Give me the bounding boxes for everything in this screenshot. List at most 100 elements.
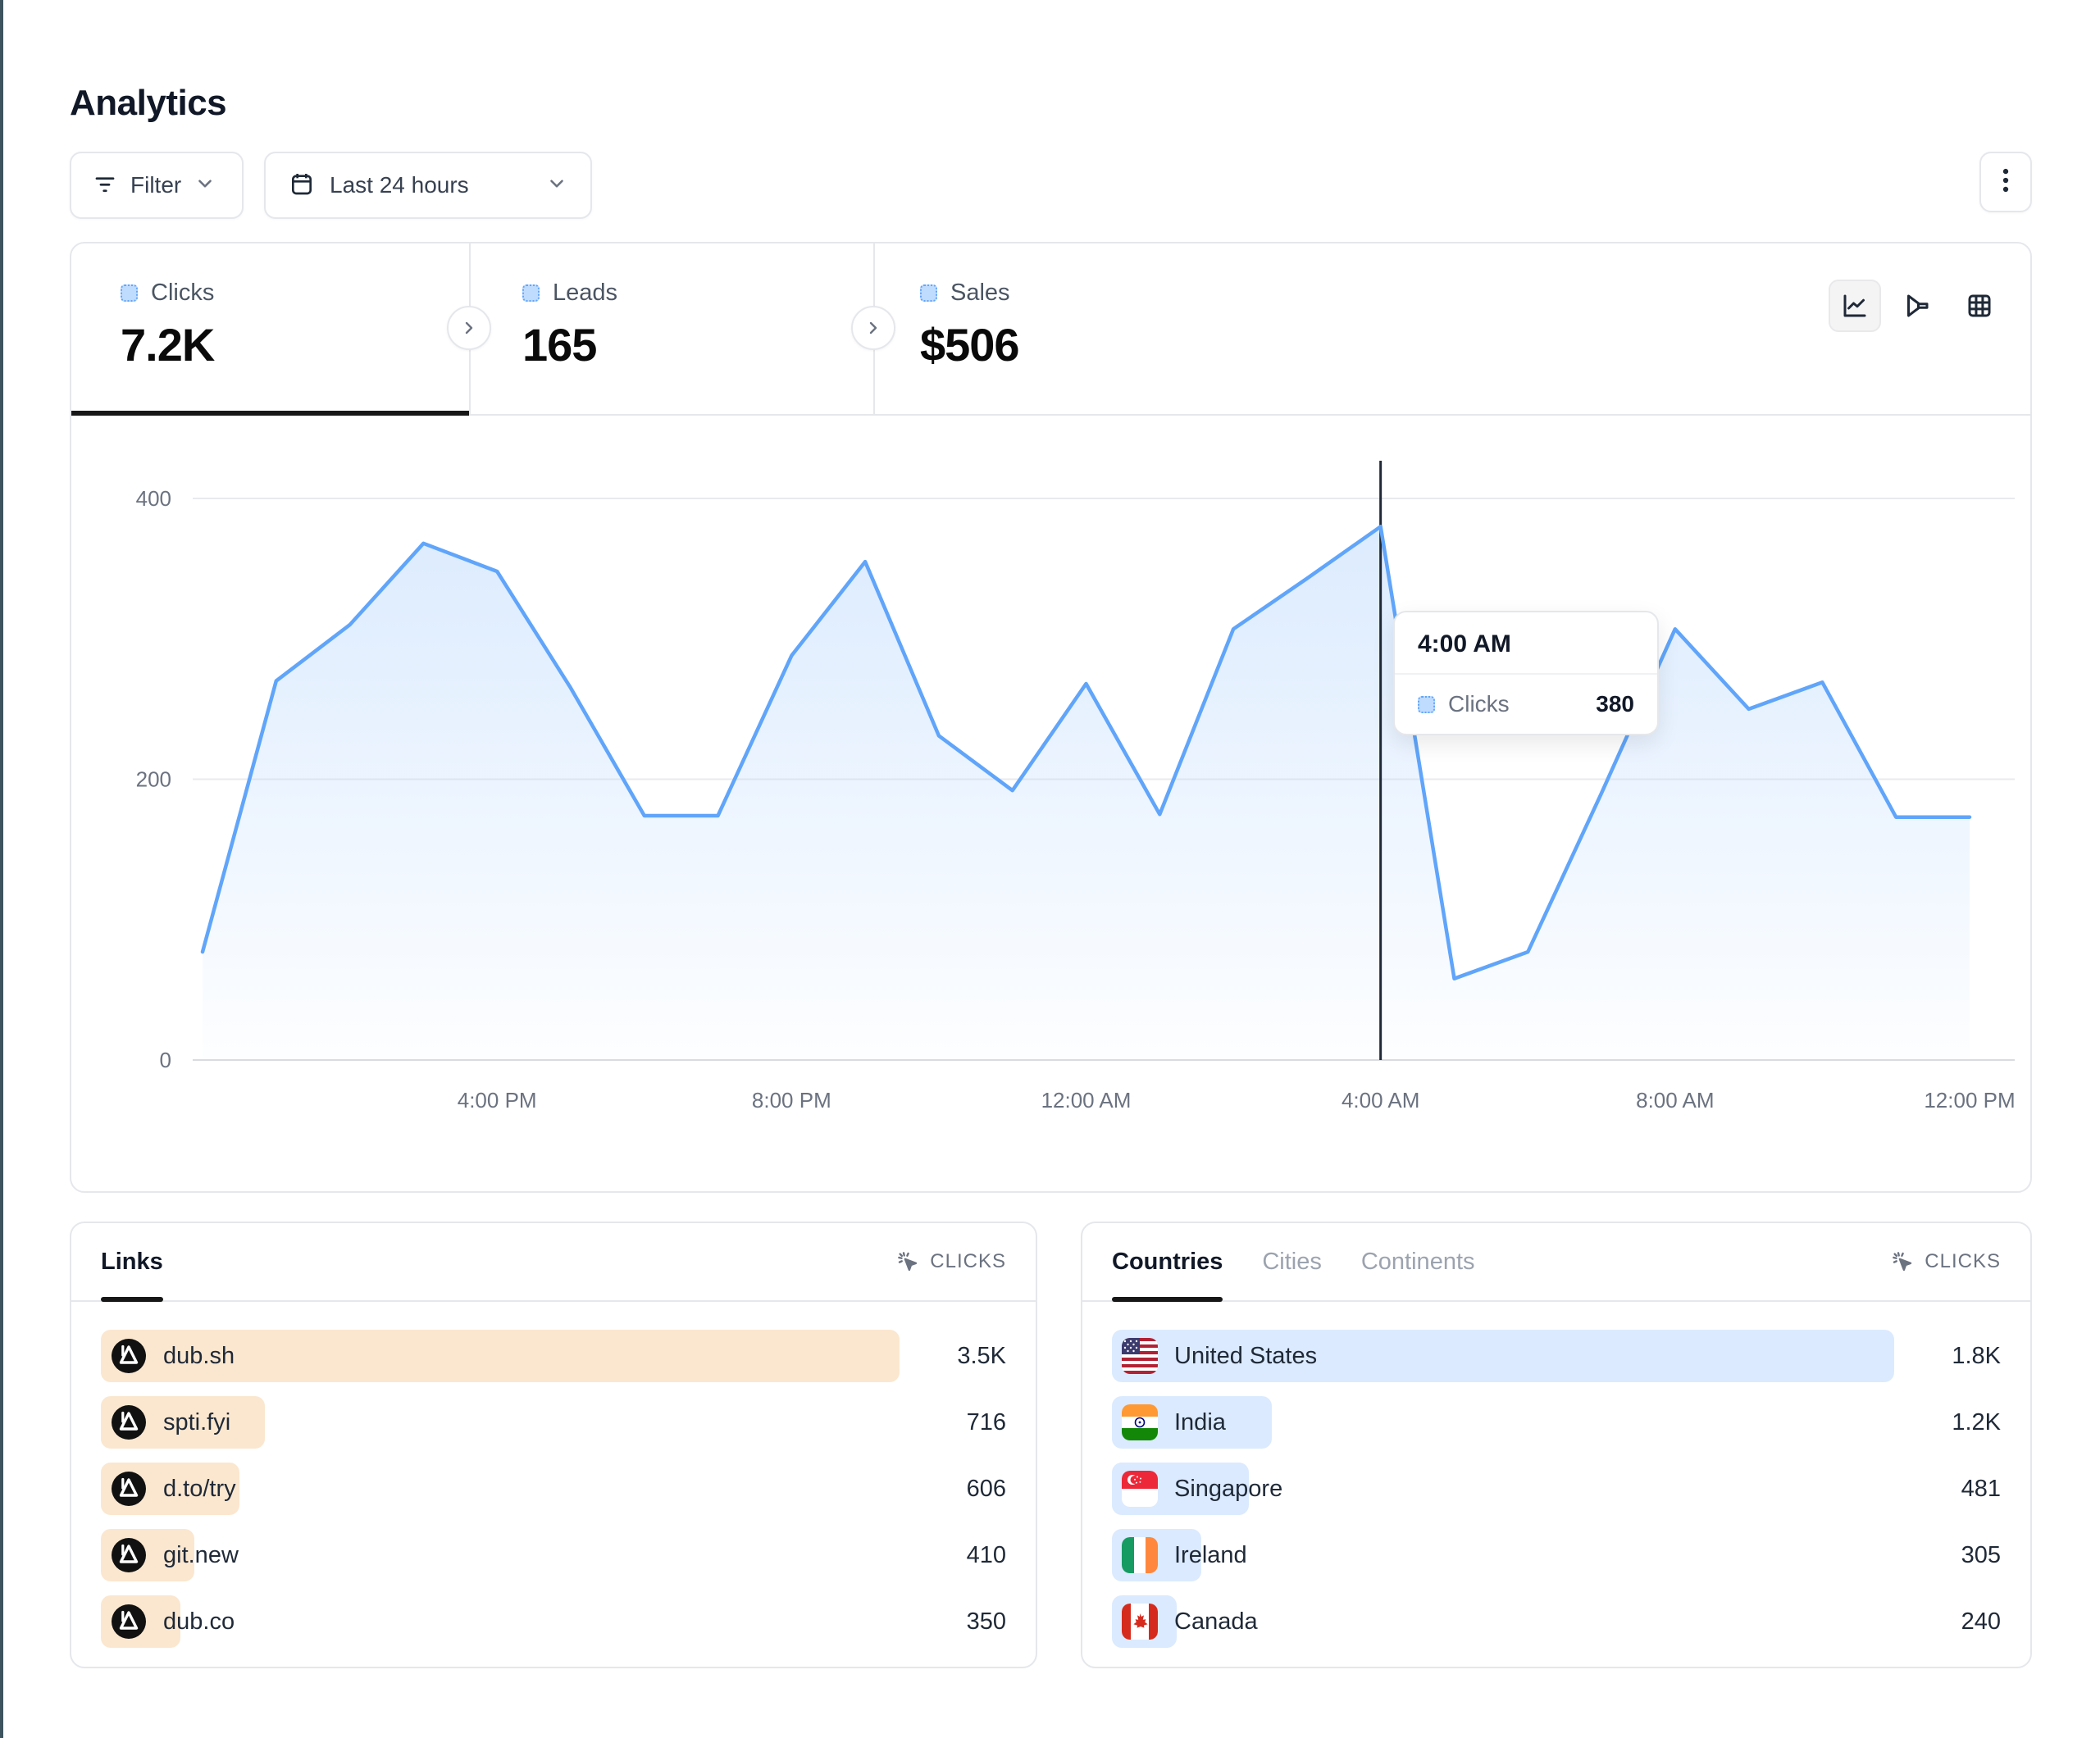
clicks-chart[interactable]: 0 200 400 4:00 PM 8:00 PM 12:00 AM 4:00 AM 8:00… (71, 416, 2034, 1194)
tab-continents-label: Continents (1360, 1248, 1475, 1275)
dub-logo-icon (112, 1472, 146, 1506)
singapore-flag-icon (1122, 1471, 1158, 1507)
country-clicks-value: 1.8K (1952, 1342, 2001, 1369)
chevron-down-icon (546, 173, 567, 198)
cursor-click-icon (1893, 1252, 1912, 1272)
country-row[interactable]: United States 1.8K (1112, 1330, 2001, 1382)
clicks-value: 7.2K (121, 319, 215, 371)
countries-rows: United States 1.8K India 1.2K (1112, 1330, 2001, 1662)
leads-value: 165 (522, 319, 597, 371)
clicks-label: Clicks (151, 280, 215, 306)
country-clicks-value: 305 (1961, 1541, 2001, 1568)
svg-text:8:00 AM: 8:00 AM (1636, 1088, 1714, 1112)
sales-label: Sales (950, 280, 1010, 306)
dub-logo-icon (112, 1538, 146, 1572)
clicks-legend-square (121, 284, 138, 302)
country-clicks-value: 1.2K (1952, 1408, 2001, 1435)
filter-button-label: Filter (130, 172, 182, 198)
grid-table-icon (1968, 294, 1991, 317)
dub-logo-icon (112, 1405, 146, 1440)
tab-cities[interactable]: Cities (1262, 1223, 1322, 1300)
link-clicks-value: 716 (966, 1408, 1006, 1435)
tooltip-value: 380 (1596, 691, 1634, 717)
link-row[interactable]: dub.sh 3.5K (101, 1330, 1006, 1382)
cursor-click-icon (898, 1252, 918, 1272)
funnel-icon (1907, 294, 1929, 317)
analytics-card: Clicks 7.2K Leads 165 Sales $506 (70, 242, 2032, 1193)
page-title: Analytics (70, 83, 227, 124)
svg-text:12:00 PM: 12:00 PM (1924, 1088, 2015, 1112)
link-row[interactable]: git.new 410 (101, 1529, 1006, 1581)
chevron-right-icon (869, 321, 877, 334)
tab-clicks[interactable]: Clicks 7.2K (121, 243, 215, 414)
countries-panel: Countries Cities Continents CLICKS (1081, 1222, 2032, 1668)
line-chart-icon (1843, 294, 1866, 317)
filter-icon (93, 171, 117, 200)
kebab-menu-icon (1993, 166, 2018, 198)
chart-type-toggles (1829, 280, 2006, 332)
tab-countries-label: Countries (1112, 1248, 1223, 1275)
expand-leads-button[interactable] (851, 306, 895, 350)
country-clicks-value: 481 (1961, 1475, 2001, 1502)
svg-text:4:00 PM: 4:00 PM (458, 1088, 537, 1112)
country-label: Ireland (1174, 1541, 1247, 1568)
country-row[interactable]: Canada 240 (1112, 1595, 2001, 1648)
svg-text:4:00 AM: 4:00 AM (1342, 1088, 1419, 1112)
countries-metric-label: CLICKS (1925, 1250, 2001, 1272)
ireland-flag-icon (1122, 1537, 1158, 1573)
link-label: spti.fyi (163, 1408, 231, 1435)
country-label: Singapore (1174, 1475, 1283, 1502)
tab-sales[interactable]: Sales $506 (920, 243, 1020, 414)
link-label: dub.co (163, 1608, 235, 1635)
tab-leads[interactable]: Leads 165 (522, 243, 617, 414)
country-row[interactable]: Ireland 305 (1112, 1529, 2001, 1581)
svg-text:0: 0 (160, 1048, 171, 1072)
links-rows: dub.sh 3.5K spti.fyi 716 d.to/try 606 gi… (101, 1330, 1006, 1662)
svg-text:8:00 PM: 8:00 PM (752, 1088, 831, 1112)
link-clicks-value: 410 (966, 1541, 1006, 1568)
chevron-down-icon (194, 173, 216, 198)
links-metric-selector[interactable]: CLICKS (895, 1249, 1006, 1274)
country-label: Canada (1174, 1608, 1258, 1635)
link-label: git.new (163, 1541, 239, 1568)
date-range-button[interactable]: Last 24 hours (264, 152, 592, 219)
dub-logo-icon (112, 1339, 146, 1373)
link-row[interactable]: spti.fyi 716 (101, 1396, 1006, 1449)
links-metric-label: CLICKS (930, 1250, 1006, 1272)
area-chart-canvas: 0 200 400 4:00 PM 8:00 PM 12:00 AM 4:00 AM 8:00… (136, 461, 2016, 1112)
chart-tooltip: 4:00 AM Clicks 380 (1393, 611, 1659, 735)
canada-flag-icon (1122, 1604, 1158, 1640)
country-row[interactable]: Singapore 481 (1112, 1463, 2001, 1515)
svg-text:400: 400 (136, 486, 171, 511)
link-clicks-value: 3.5K (957, 1342, 1006, 1369)
links-panel: Links CLICKS dub.sh 3.5K spti.fyi 716 (70, 1222, 1037, 1668)
funnel-chart-toggle[interactable] (1891, 280, 1943, 332)
link-row[interactable]: dub.co 350 (101, 1595, 1006, 1648)
country-row[interactable]: India 1.2K (1112, 1396, 2001, 1449)
date-range-label: Last 24 hours (330, 172, 469, 198)
table-view-toggle[interactable] (1953, 280, 2006, 332)
tab-links[interactable]: Links (101, 1223, 163, 1302)
filter-button[interactable]: Filter (70, 152, 244, 219)
countries-metric-selector[interactable]: CLICKS (1890, 1249, 2001, 1274)
sales-legend-square (920, 284, 937, 302)
leads-label: Leads (553, 280, 618, 306)
country-label: India (1174, 1408, 1226, 1435)
tab-continents[interactable]: Continents (1361, 1223, 1475, 1300)
tab-countries[interactable]: Countries (1112, 1223, 1223, 1302)
expand-clicks-button[interactable] (447, 306, 491, 350)
tab-cities-label: Cities (1262, 1248, 1322, 1275)
link-label: d.to/try (163, 1475, 236, 1502)
country-label: United States (1174, 1342, 1318, 1369)
tab-links-label: Links (101, 1248, 163, 1275)
svg-text:200: 200 (136, 767, 171, 792)
stats-row: Clicks 7.2K Leads 165 Sales $506 (71, 243, 2030, 416)
chevron-right-icon (465, 321, 473, 334)
tooltip-time: 4:00 AM (1395, 612, 1657, 675)
line-chart-toggle[interactable] (1829, 280, 1881, 332)
calendar-icon (289, 171, 315, 201)
active-tab-underline (71, 411, 469, 416)
more-options-button[interactable] (1979, 152, 2032, 212)
link-row[interactable]: d.to/try 606 (101, 1463, 1006, 1515)
sales-value: $506 (920, 319, 1020, 371)
